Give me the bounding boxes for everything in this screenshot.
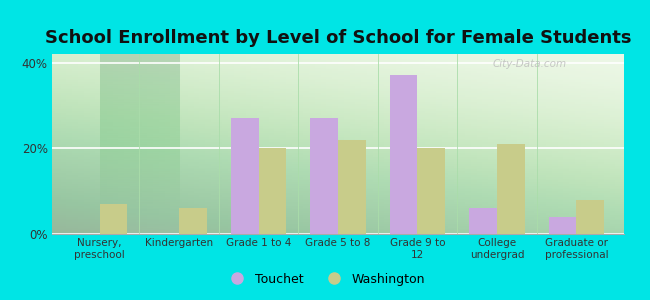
Bar xyxy=(259,148,287,234)
Bar xyxy=(310,118,338,234)
Bar xyxy=(99,204,127,234)
Legend: Touchet, Washington: Touchet, Washington xyxy=(220,268,430,291)
Title: School Enrollment by Level of School for Female Students: School Enrollment by Level of School for… xyxy=(45,29,631,47)
Bar xyxy=(389,75,417,234)
Bar xyxy=(577,200,604,234)
Bar xyxy=(231,118,259,234)
Text: City-Data.com: City-Data.com xyxy=(493,59,567,69)
Bar xyxy=(497,144,525,234)
Bar xyxy=(417,148,445,234)
Bar xyxy=(338,140,366,234)
Bar xyxy=(549,217,577,234)
Bar xyxy=(179,208,207,234)
Bar xyxy=(469,208,497,234)
